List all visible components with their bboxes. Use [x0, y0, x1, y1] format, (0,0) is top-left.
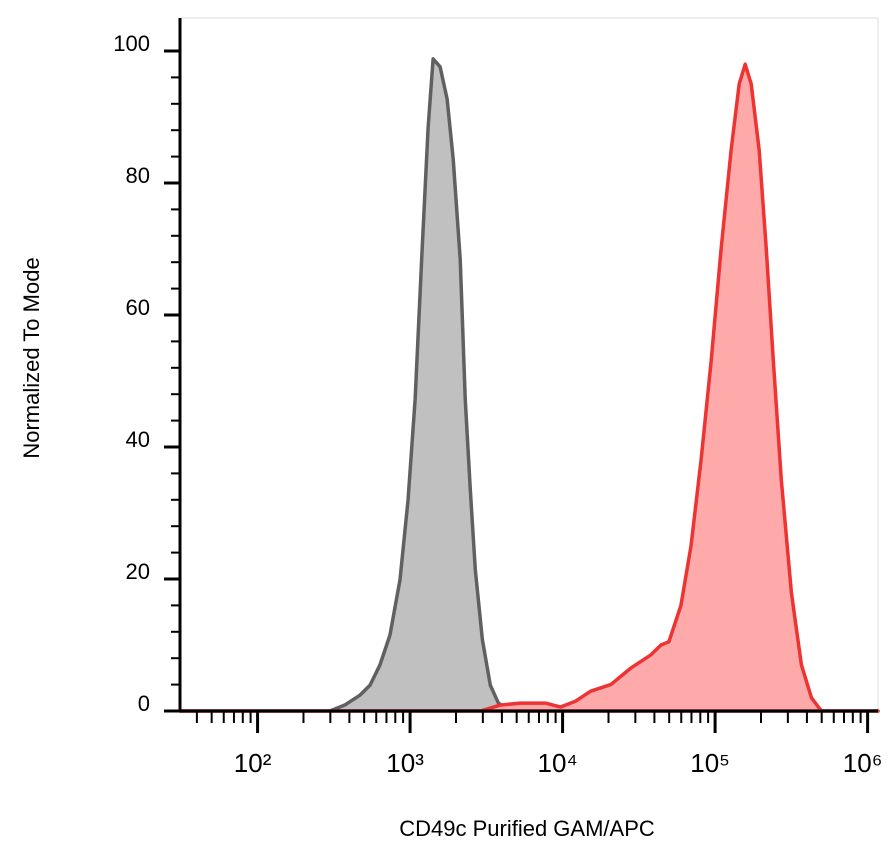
x-tick-label: 10⁵ — [690, 748, 730, 778]
y-tick-label: 100 — [113, 31, 150, 56]
x-axis-title: CD49c Purified GAM/APC — [399, 816, 655, 841]
area-series — [178, 62, 880, 713]
y-tick-label: 60 — [126, 295, 150, 320]
x-tick-label: 10⁴ — [538, 748, 578, 778]
x-tick-label: 10⁶ — [843, 748, 883, 778]
y-tick-label: 20 — [126, 559, 150, 584]
plot-area — [178, 57, 880, 713]
x-tick-label: 10² — [234, 748, 272, 778]
y-tick-label: 80 — [126, 163, 150, 188]
y-tick-label: 40 — [126, 427, 150, 452]
y-tick-label: 0 — [138, 691, 150, 716]
x-tick-label: 10³ — [386, 748, 424, 778]
y-axis-title: Normalized To Mode — [19, 257, 44, 458]
